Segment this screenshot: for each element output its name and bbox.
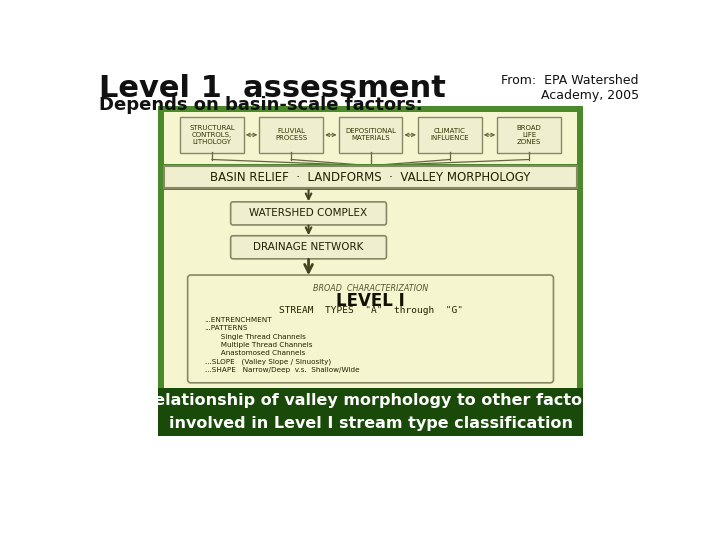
FancyBboxPatch shape: [164, 166, 577, 188]
Text: WATERSHED COMPLEX: WATERSHED COMPLEX: [250, 208, 368, 218]
FancyBboxPatch shape: [259, 117, 323, 153]
Text: ...ENTRENCHMENT: ...ENTRENCHMENT: [204, 316, 272, 322]
Text: ...PATTERNS: ...PATTERNS: [204, 325, 248, 331]
Text: CLIMATIC
INFLUENCE: CLIMATIC INFLUENCE: [431, 129, 469, 141]
FancyBboxPatch shape: [158, 106, 583, 436]
FancyBboxPatch shape: [180, 117, 243, 153]
Text: DRAINAGE NETWORK: DRAINAGE NETWORK: [253, 242, 364, 252]
FancyBboxPatch shape: [418, 117, 482, 153]
FancyBboxPatch shape: [188, 275, 554, 383]
Text: Relationship of valley morphology to other factors
involved in Level I stream ty: Relationship of valley morphology to oth…: [142, 394, 599, 431]
Text: DEPOSITIONAL
MATERIALS: DEPOSITIONAL MATERIALS: [345, 129, 396, 141]
Text: LEVEL I: LEVEL I: [336, 292, 405, 310]
Text: Level 1  assessment: Level 1 assessment: [99, 74, 446, 103]
Text: ...SHAPE   Narrow/Deep  v.s.  Shallow/Wide: ...SHAPE Narrow/Deep v.s. Shallow/Wide: [204, 367, 359, 374]
Text: Depends on basin-scale factors:: Depends on basin-scale factors:: [99, 96, 423, 113]
Text: BROAD  CHARACTERIZATION: BROAD CHARACTERIZATION: [313, 284, 428, 293]
FancyBboxPatch shape: [230, 202, 387, 225]
Text: BROAD
LIFE
ZONES: BROAD LIFE ZONES: [517, 125, 541, 145]
Text: Anastomosed Channels: Anastomosed Channels: [204, 350, 305, 356]
Text: ...SLOPE   (Valley Slope / Sinuosity): ...SLOPE (Valley Slope / Sinuosity): [204, 359, 330, 366]
FancyBboxPatch shape: [498, 117, 561, 153]
FancyBboxPatch shape: [158, 388, 583, 436]
Text: Multiple Thread Channels: Multiple Thread Channels: [204, 342, 312, 348]
FancyBboxPatch shape: [230, 236, 387, 259]
FancyBboxPatch shape: [162, 164, 579, 190]
FancyBboxPatch shape: [339, 117, 402, 153]
Text: STREAM  TYPES  "A"  through  "G": STREAM TYPES "A" through "G": [279, 306, 462, 315]
Text: From:  EPA Watershed
Academy, 2005: From: EPA Watershed Academy, 2005: [501, 74, 639, 102]
Text: Single Thread Channels: Single Thread Channels: [204, 334, 305, 340]
Text: BASIN RELIEF  ·  LANDFORMS  ·  VALLEY MORPHOLOGY: BASIN RELIEF · LANDFORMS · VALLEY MORPHO…: [210, 171, 531, 184]
FancyBboxPatch shape: [163, 112, 577, 430]
Text: STRUCTURAL
CONTROLS,
LITHOLOGY: STRUCTURAL CONTROLS, LITHOLOGY: [189, 125, 235, 145]
Text: FLUVIAL
PROCESS: FLUVIAL PROCESS: [275, 129, 307, 141]
